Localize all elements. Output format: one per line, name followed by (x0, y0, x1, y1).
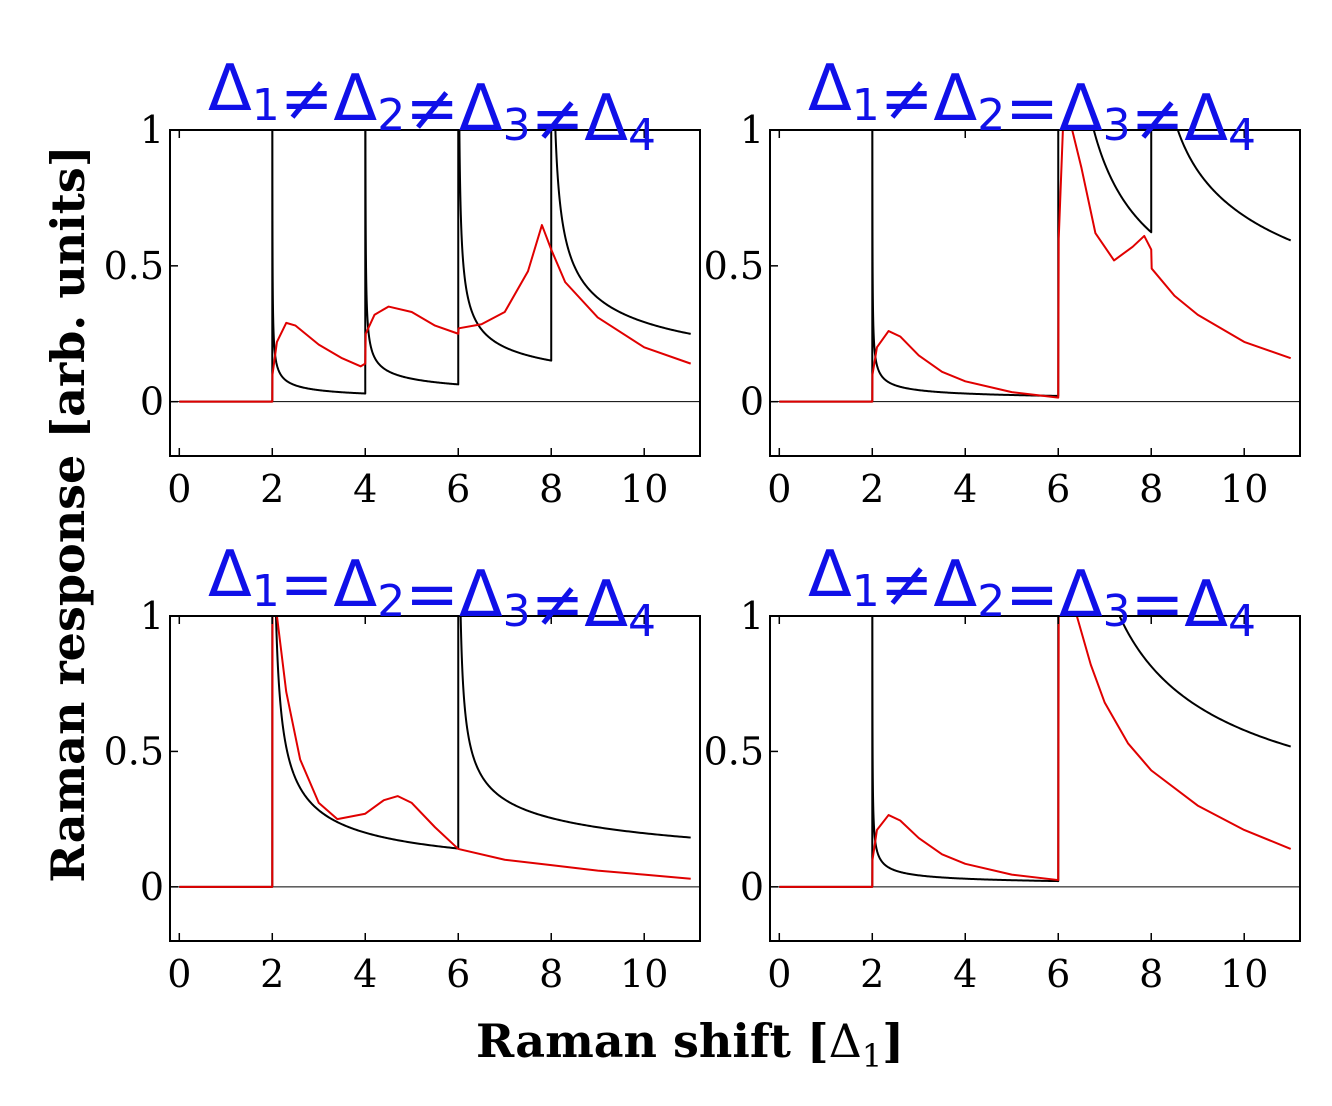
y-tick-label: 0.5 (104, 244, 164, 288)
panel-1: 0 2 4 6 8 10 0 0.5 1 Δ1≠Δ2≠Δ3≠Δ4 (104, 52, 701, 511)
y-tick-label: 0.5 (104, 729, 164, 773)
panel-title: Δ1≠Δ2=Δ3≠Δ4 (808, 52, 1256, 161)
x-tick-label: 0 (767, 467, 791, 511)
series-line-black (179, 130, 691, 403)
y-tick-label: 1 (140, 594, 164, 638)
x-tick-label: 6 (446, 467, 470, 511)
panel-title: Δ1≠Δ2=Δ3=Δ4 (808, 538, 1256, 647)
x-tick-label: 6 (446, 952, 470, 996)
y-tick-label: 1 (740, 108, 764, 152)
plot-frame (169, 615, 701, 942)
series-line-red (179, 616, 691, 888)
y-tick-label: 0.5 (704, 244, 764, 288)
y-tick-label: 0 (140, 865, 164, 909)
x-tick-label: 2 (260, 467, 284, 511)
y-axis-label: Raman response [arb. units] (41, 145, 95, 882)
series-line-black (179, 616, 691, 888)
x-tick-label: 10 (620, 952, 668, 996)
x-tick-label: 6 (1046, 952, 1070, 996)
x-tick-label: 8 (1139, 952, 1163, 996)
x-tick-label: 4 (353, 952, 377, 996)
series-line-red (779, 616, 1292, 888)
panel-title: Δ1=Δ2=Δ3≠Δ4 (208, 538, 656, 647)
y-tick-label: 1 (740, 594, 764, 638)
y-tick-label: 0.5 (704, 729, 764, 773)
x-axis-label: Raman shift [Δ1] (476, 1014, 904, 1075)
x-tick-label: 2 (260, 952, 284, 996)
x-tick-label: 2 (860, 467, 884, 511)
series-line-red (179, 224, 692, 403)
x-tick-label: 4 (353, 467, 377, 511)
x-tick-label: 8 (1139, 467, 1163, 511)
series-line-red (779, 130, 1292, 403)
plot-frame (769, 129, 1301, 457)
x-tick-label: 10 (1220, 467, 1268, 511)
svg-text:Raman shift [Δ1]: Raman shift [Δ1] (476, 1014, 904, 1075)
x-tick-label: 4 (953, 952, 977, 996)
x-tick-label: 10 (1220, 952, 1268, 996)
x-tick-label: 0 (767, 952, 791, 996)
x-tick-label: 10 (620, 467, 668, 511)
x-tick-label: 8 (539, 467, 563, 511)
panel-4: 0 2 4 6 8 10 0 0.5 1 Δ1≠Δ2=Δ3=Δ4 (704, 538, 1301, 996)
x-tick-label: 0 (167, 467, 191, 511)
x-tick-label: 2 (860, 952, 884, 996)
plot-frame (769, 615, 1301, 942)
panel-2: 0 2 4 6 8 10 0 0.5 1 Δ1≠Δ2=Δ3≠Δ4 (704, 52, 1301, 511)
y-tick-label: 1 (140, 108, 164, 152)
x-tick-label: 6 (1046, 467, 1070, 511)
panel-3: 0 2 4 6 8 10 0 0.5 1 Δ1=Δ2=Δ3≠Δ4 (104, 538, 701, 996)
x-tick-label: 4 (953, 467, 977, 511)
x-tick-label: 0 (167, 952, 191, 996)
y-tick-label: 0 (740, 380, 764, 424)
y-tick-label: 0 (140, 380, 164, 424)
y-tick-label: 0 (740, 865, 764, 909)
panel-title: Δ1≠Δ2≠Δ3≠Δ4 (208, 52, 656, 161)
x-tick-label: 8 (539, 952, 563, 996)
series-line-black (779, 130, 1292, 403)
series-line-black (779, 616, 1291, 888)
plot-frame (169, 129, 701, 457)
